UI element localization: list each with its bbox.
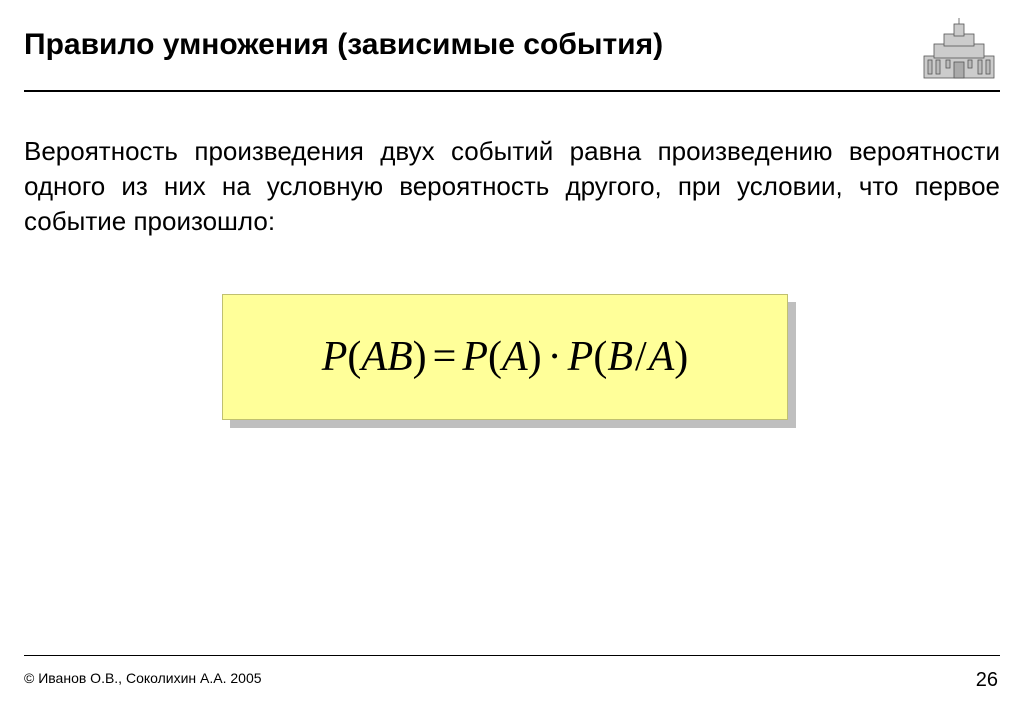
page-number: 26 [976, 669, 998, 692]
header-divider [24, 90, 1000, 92]
body-paragraph: Вероятность произведения двух событий ра… [24, 134, 1000, 239]
footer-credits: © Иванов О.В., Соколихин А.А. 2005 [24, 670, 262, 686]
formula-text: P(AB)=P(A)·P(B/A) [322, 333, 689, 381]
formula-box: P(AB)=P(A)·P(B/A) [222, 294, 788, 420]
footer-divider [24, 655, 1000, 656]
page-title: Правило умножения (зависимые события) [24, 28, 1000, 62]
university-logo [920, 18, 998, 80]
